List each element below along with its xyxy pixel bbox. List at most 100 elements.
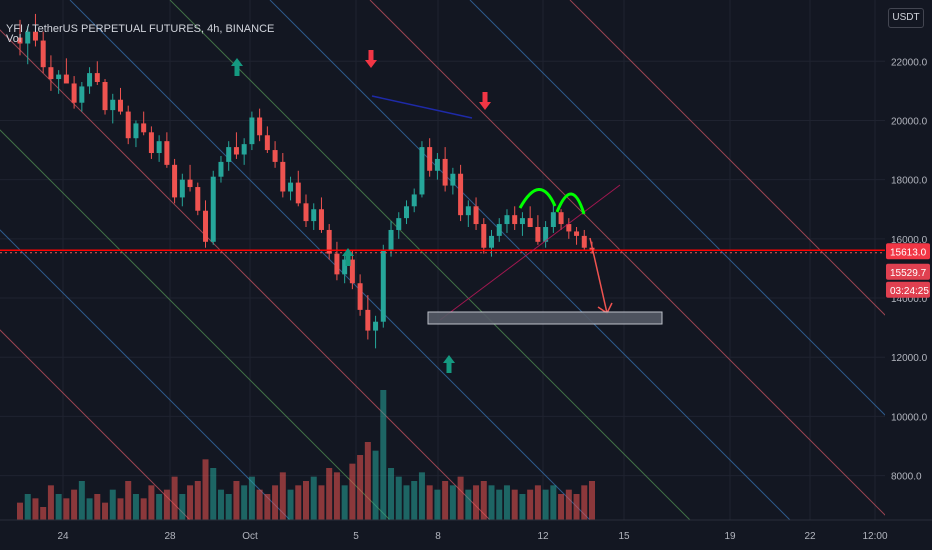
time-tick-label: 22 — [804, 531, 816, 542]
volume-bar — [558, 494, 565, 520]
volume-bar — [256, 489, 263, 520]
volume-bar — [17, 502, 23, 520]
channel-line — [469, 0, 932, 463]
volume-bar — [426, 485, 433, 520]
candle-body — [141, 123, 147, 133]
volume-bar — [519, 494, 526, 520]
candle-body — [32, 31, 38, 41]
target-zone — [427, 311, 663, 325]
candle-body — [48, 67, 54, 80]
arrow-down-icon — [479, 92, 491, 110]
candle-body — [156, 141, 162, 154]
countdown-badge — [886, 281, 930, 298]
candle-body — [110, 99, 116, 111]
volume-bar — [318, 485, 325, 520]
time-tick-label: 5 — [353, 531, 359, 542]
volume-bar — [55, 494, 62, 520]
volume-bar — [434, 489, 441, 520]
channel-line — [0, 29, 521, 550]
volume-bar — [125, 481, 132, 520]
candle-body — [71, 83, 77, 103]
channel-line — [0, 129, 421, 550]
channel-line — [569, 0, 932, 363]
candle-body — [465, 206, 471, 216]
arrow-down-icon — [365, 50, 377, 68]
candle-body — [581, 235, 587, 248]
volume-bar — [534, 485, 541, 520]
volume-bar — [163, 489, 170, 520]
arrow-up-icon — [231, 58, 243, 76]
price-tick-label: 8000.0 — [891, 472, 922, 483]
volume-bar — [349, 463, 356, 520]
price-tick-label: 20000.0 — [891, 116, 928, 127]
candle-body — [63, 74, 69, 84]
volume-bar — [264, 494, 271, 520]
currency-button[interactable]: USDT — [888, 8, 924, 28]
volume-bar — [581, 485, 588, 520]
rising-line — [439, 184, 621, 321]
volume-bar — [527, 489, 534, 520]
candle-body — [380, 250, 386, 322]
candle-body — [527, 218, 533, 228]
candle-body — [195, 187, 201, 211]
candle-body — [550, 212, 556, 228]
symbol-title[interactable]: YFI / TetherUS PERPETUAL FUTURES, 4h, BI… — [6, 23, 275, 35]
time-axis-bg — [0, 520, 932, 550]
candle-body — [419, 147, 425, 195]
candle-body — [342, 259, 348, 275]
volume-bar — [473, 485, 480, 520]
time-tick-label: 24 — [57, 531, 69, 542]
candle-body — [411, 194, 417, 207]
volume-indicator-label[interactable]: Vol — [6, 33, 22, 45]
volume-bar — [403, 485, 410, 520]
volume-bar — [24, 494, 31, 520]
volume-bar — [40, 507, 47, 520]
candle-body — [203, 210, 209, 242]
candle-body — [450, 173, 456, 186]
volume-bar — [272, 485, 279, 520]
candle-body — [133, 123, 139, 139]
volume-bar — [109, 489, 116, 520]
candle-body — [373, 321, 379, 331]
candle-body — [148, 132, 154, 154]
volume-bar — [364, 442, 371, 520]
candle-body — [388, 229, 394, 251]
volume-bar — [32, 498, 39, 520]
volume-bar — [388, 468, 395, 520]
time-axis[interactable]: 24 28 Oct 5 8 12 15 19 22 12:00 — [0, 519, 932, 550]
candle-body — [257, 117, 263, 136]
candle-body — [473, 206, 479, 225]
candle-body — [125, 111, 131, 139]
volume-bar — [542, 489, 549, 520]
volume-bar — [573, 494, 580, 520]
time-tick-label: 15 — [618, 531, 630, 542]
double-top-right — [555, 192, 586, 215]
candle-body — [187, 179, 193, 188]
volume-bar — [217, 489, 224, 520]
time-tick-label: 12 — [537, 531, 549, 542]
candle-body — [496, 224, 502, 236]
volume-bar — [511, 489, 518, 520]
volume-bar — [465, 489, 472, 520]
candle-body — [172, 164, 178, 198]
candle-body — [295, 182, 301, 204]
volume-bar — [565, 489, 572, 520]
volume-bar — [233, 481, 240, 520]
candle-body — [117, 99, 123, 112]
second-price-text: 15529.7 — [890, 268, 927, 279]
volume-bar — [550, 485, 557, 520]
volume-bar — [47, 485, 54, 520]
candle-body — [280, 161, 286, 192]
candle-body — [481, 224, 487, 248]
candle-body — [349, 259, 355, 284]
candle-body — [164, 141, 170, 165]
candle-body — [25, 31, 31, 44]
countdown-text: 03:24:25 — [890, 286, 929, 297]
price-tick-label: 12000.0 — [891, 353, 928, 364]
volume-bar — [326, 468, 333, 520]
volume-bar — [78, 481, 85, 520]
channel-line — [369, 0, 921, 550]
volume-bar — [117, 498, 124, 520]
volume-bar — [589, 481, 595, 520]
